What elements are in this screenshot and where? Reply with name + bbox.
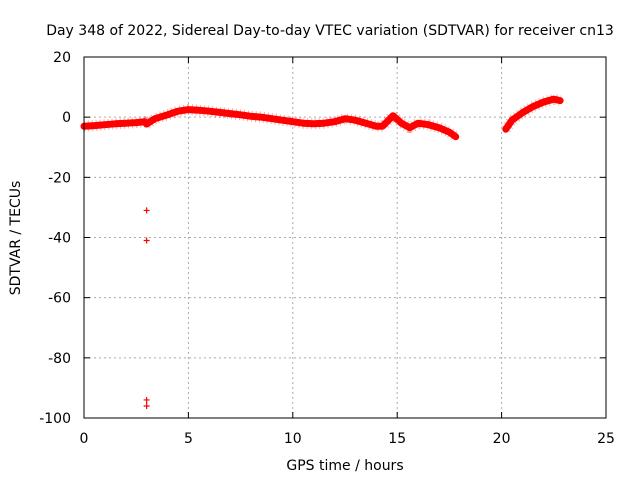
series-late-segment: [501, 93, 564, 133]
data-point: [206, 108, 213, 115]
data-point: [352, 117, 359, 124]
data-point: [122, 120, 129, 127]
data-point: [398, 120, 405, 127]
x-axis-label: GPS time / hours: [286, 458, 403, 474]
data-point: [143, 207, 150, 214]
data-point: [164, 111, 171, 118]
y-tick-label: -60: [48, 291, 71, 307]
y-tick-label: -80: [48, 351, 71, 367]
data-point: [143, 396, 150, 403]
data-point: [331, 118, 338, 125]
x-tick-label: 10: [284, 431, 302, 447]
data-point: [216, 109, 223, 116]
data-point: [425, 121, 432, 128]
y-tick-label: -20: [48, 170, 71, 186]
data-point: [185, 106, 192, 113]
series-main-band: [80, 104, 460, 142]
data-point: [268, 115, 275, 122]
x-tick-label: 5: [184, 431, 193, 447]
data-point: [509, 117, 516, 124]
data-point: [174, 108, 181, 115]
chart-title: Day 348 of 2022, Sidereal Day-to-day VTE…: [46, 23, 614, 39]
data-point: [237, 111, 244, 118]
y-tick-label: -40: [48, 231, 71, 247]
data-point: [289, 118, 296, 125]
data-point: [321, 120, 328, 127]
data-point: [406, 124, 413, 131]
series-outliers: [143, 207, 150, 409]
data-point: [342, 115, 348, 122]
plot-frame: [83, 56, 607, 419]
data-point: [446, 129, 453, 136]
x-tick-label: 15: [388, 431, 406, 447]
data-point: [390, 112, 397, 119]
data-series: [80, 93, 564, 409]
data-point: [502, 126, 509, 133]
data-point: [435, 124, 442, 131]
data-point: [362, 120, 369, 127]
data-point: [373, 123, 380, 130]
data-point: [133, 119, 140, 126]
y-tick-label: 20: [53, 50, 71, 66]
x-tick-label: 0: [80, 431, 89, 447]
data-point: [151, 115, 158, 122]
data-point: [91, 122, 98, 129]
data-point: [379, 123, 386, 130]
data-point: [143, 402, 150, 409]
data-point: [300, 120, 307, 127]
data-point: [540, 99, 547, 106]
y-tick-label: 0: [62, 110, 71, 126]
data-point: [519, 109, 526, 116]
data-point: [452, 133, 459, 140]
data-point: [279, 117, 286, 124]
data-point: [529, 103, 536, 110]
data-point: [112, 120, 119, 127]
data-point: [310, 120, 317, 127]
data-point: [415, 120, 422, 127]
data-point: [550, 96, 557, 103]
data-point: [195, 107, 202, 114]
axis-ticks: 0 5 10 15 20 25 -100 -80 -60 -40 -20 0 20: [39, 50, 615, 447]
data-point: [258, 114, 265, 121]
y-tick-label: -100: [39, 411, 71, 427]
data-point: [143, 121, 150, 128]
data-point: [143, 237, 150, 244]
data-point: [227, 110, 234, 117]
x-tick-label: 25: [597, 431, 615, 447]
x-tick-label: 20: [493, 431, 511, 447]
data-point: [101, 121, 108, 128]
data-point: [557, 97, 564, 104]
data-point: [248, 113, 255, 120]
y-axis-label: SDTVAR / TECUs: [8, 181, 24, 296]
